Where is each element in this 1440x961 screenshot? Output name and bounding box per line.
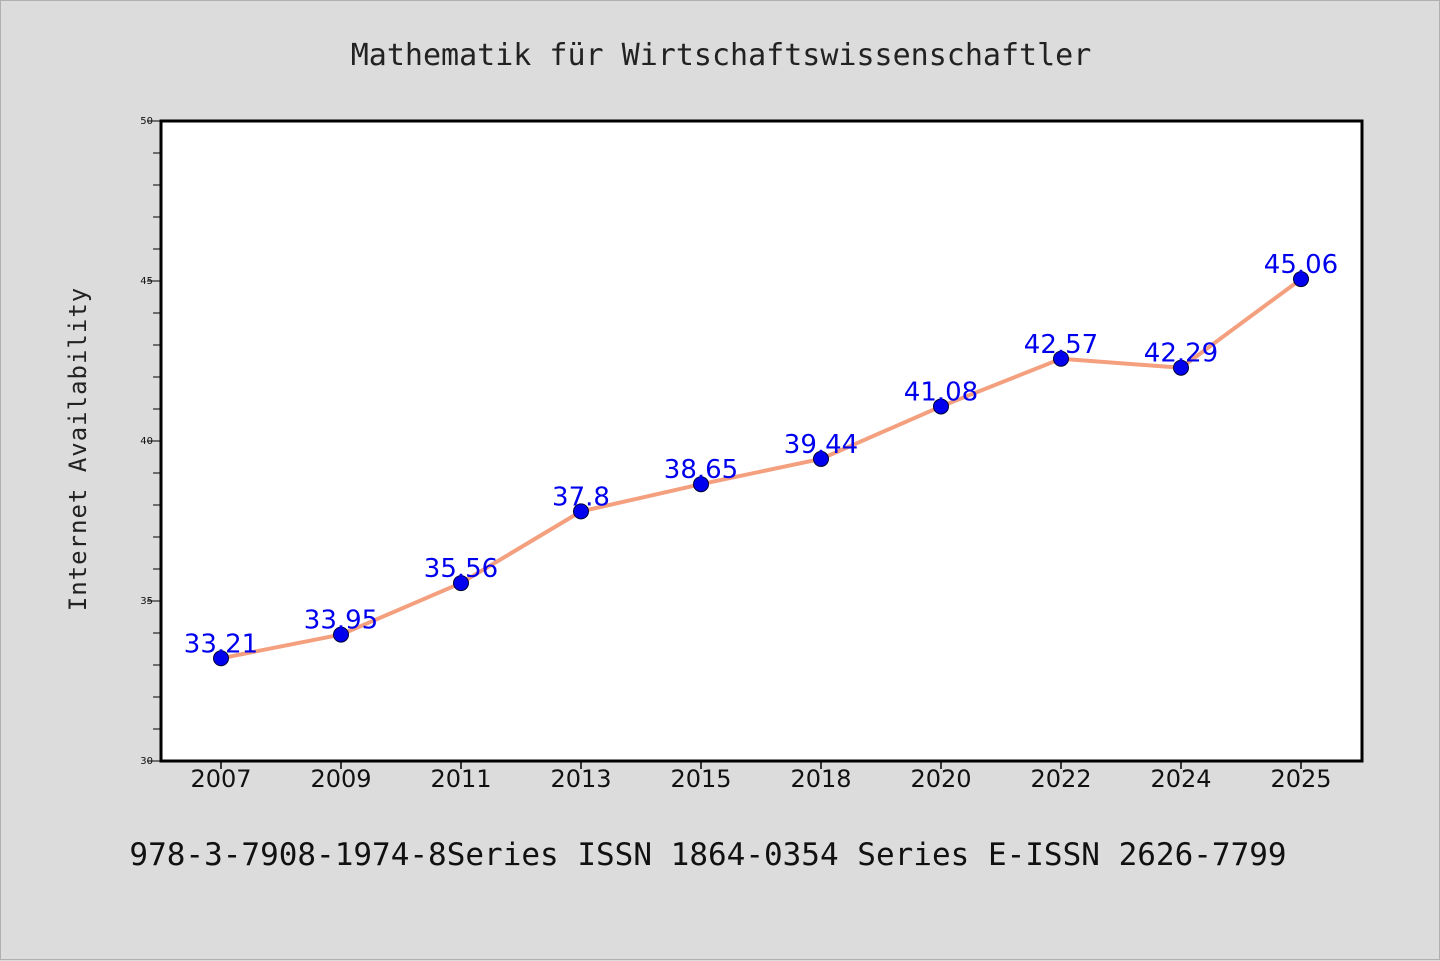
y-tick-label: 30 [140, 756, 153, 767]
data-label: 39.44 [784, 430, 858, 460]
data-point [933, 398, 949, 415]
x-tick-label: 2024 [1150, 765, 1211, 793]
x-tick-label: 2013 [550, 765, 611, 793]
data-point [453, 575, 469, 592]
y-tick-label: 40 [140, 436, 153, 447]
x-tick-label: 2022 [1030, 765, 1091, 793]
x-tick-label: 2009 [310, 765, 371, 793]
data-label: 42.57 [1024, 330, 1098, 360]
data-point [1053, 350, 1069, 367]
x-tick-label: 2011 [430, 765, 491, 793]
data-point [333, 626, 349, 643]
data-label: 35.56 [424, 554, 498, 584]
data-label: 38.65 [664, 455, 738, 485]
data-point [213, 650, 229, 667]
data-point [573, 503, 589, 520]
data-label: 37.8 [552, 482, 610, 512]
data-label: 33.95 [304, 606, 378, 636]
x-tick-label: 2020 [910, 765, 971, 793]
y-tick-label: 35 [140, 596, 153, 607]
data-point [1173, 359, 1189, 376]
chart-title: Mathematik für Wirtschaftswissenschaftle… [351, 38, 1092, 73]
x-tick-label: 2025 [1270, 765, 1331, 793]
data-point [1293, 271, 1309, 288]
data-point [813, 450, 829, 467]
data-label: 42.29 [1144, 339, 1218, 369]
plot-area [159, 119, 1364, 763]
x-axis: 2007 2009 2011 2013 2015 2018 2020 2022 2024 2025 [190, 761, 1332, 793]
y-axis: 30 35 40 45 50 [140, 116, 161, 767]
data-label: 41.08 [904, 377, 978, 407]
data-label: 33.21 [184, 629, 258, 659]
series-line [219, 277, 1303, 661]
x-tick-label: 2015 [670, 765, 731, 793]
y-tick-label: 50 [140, 116, 153, 127]
series-layer: 33.21 33.95 35.56 37.8 38.65 39.44 41.08 42.57 4… [184, 250, 1338, 667]
footer-text: 978-3-7908-1974-8Series ISSN 1864-0354 S… [129, 837, 1286, 873]
x-tick-label: 2018 [790, 765, 851, 793]
y-tick-label: 45 [140, 276, 153, 287]
x-tick-label: 2007 [190, 765, 251, 793]
y-axis-label: Internet Availability [64, 287, 92, 611]
data-label: 45.06 [1264, 250, 1338, 280]
data-point [693, 476, 709, 493]
